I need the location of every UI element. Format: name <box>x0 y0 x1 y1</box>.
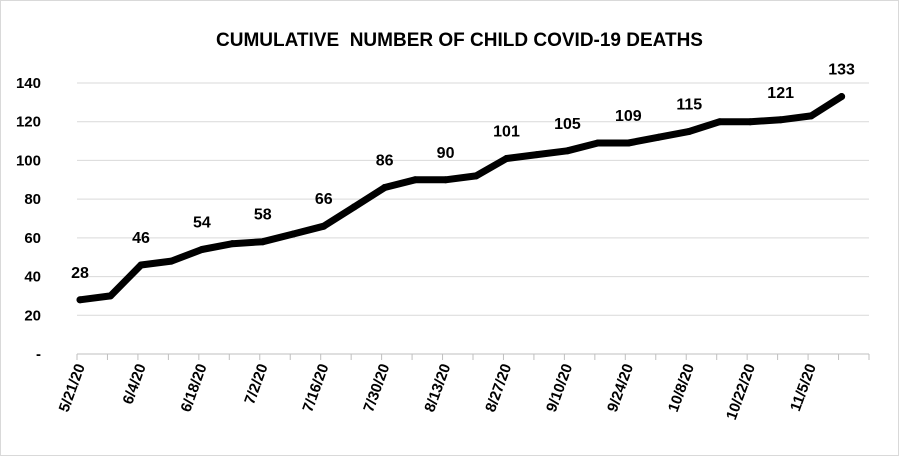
data-label: 66 <box>315 191 333 208</box>
data-point <box>533 151 541 159</box>
data-point <box>198 245 206 253</box>
data-point <box>137 261 145 269</box>
data-label: 105 <box>554 116 581 133</box>
data-point <box>746 118 754 126</box>
data-point <box>777 116 785 124</box>
y-tick-label: - <box>36 346 41 363</box>
data-point <box>76 296 84 304</box>
data-point <box>289 230 297 238</box>
x-tick-label: 9/24/20 <box>604 362 637 415</box>
y-tick-label: 40 <box>24 269 41 286</box>
data-label: 133 <box>828 62 855 79</box>
x-tick-label: 9/10/20 <box>543 362 576 415</box>
series-line <box>76 93 846 304</box>
x-tick-label: 7/16/20 <box>299 362 332 415</box>
data-point <box>442 176 450 184</box>
x-tick-label: 6/18/20 <box>178 362 211 415</box>
chart-title: CUMULATIVE NUMBER OF CHILD COVID-19 DEAT… <box>216 30 703 51</box>
data-point <box>503 154 511 162</box>
y-tick-label: 120 <box>16 114 41 131</box>
data-point <box>411 176 419 184</box>
data-label: 90 <box>437 145 455 162</box>
data-label: 54 <box>193 214 211 231</box>
data-label: 58 <box>254 207 272 224</box>
data-point <box>807 112 815 120</box>
data-label: 101 <box>493 123 520 140</box>
x-tick-label: 8/27/20 <box>482 362 515 415</box>
data-point <box>381 184 389 192</box>
y-tick-label: 20 <box>24 307 41 324</box>
data-point <box>716 118 724 126</box>
data-point <box>350 203 358 211</box>
data-point <box>563 147 571 155</box>
data-label: 86 <box>376 153 394 170</box>
data-label: 121 <box>767 85 794 102</box>
x-tick-label: 11/5/20 <box>787 362 820 414</box>
y-tick-label: 140 <box>16 75 41 92</box>
data-point <box>107 292 115 300</box>
y-tick-label: 100 <box>16 152 41 169</box>
y-tick-label: 80 <box>24 191 41 208</box>
data-point <box>259 238 267 246</box>
data-label: 109 <box>615 108 642 125</box>
x-tick-label: 10/8/20 <box>665 362 698 415</box>
data-label: 28 <box>71 265 89 282</box>
data-label: 115 <box>676 96 702 113</box>
y-tick-label: 60 <box>24 230 41 247</box>
x-tick-label: 7/2/20 <box>241 362 271 407</box>
data-point <box>594 139 602 147</box>
data-point <box>320 222 328 230</box>
data-point <box>655 133 663 141</box>
x-tick-label: 8/13/20 <box>421 362 454 415</box>
data-point <box>228 240 236 248</box>
x-tick-label: 6/4/20 <box>119 362 149 407</box>
data-point <box>167 257 175 265</box>
data-point <box>838 93 846 101</box>
data-point <box>624 139 632 147</box>
x-tick-label: 7/30/20 <box>360 362 393 415</box>
x-tick-label: 5/21/20 <box>56 362 89 415</box>
data-point <box>685 127 693 135</box>
x-tick-label: 10/22/20 <box>723 362 759 423</box>
data-point <box>472 172 480 180</box>
data-label: 46 <box>132 230 150 247</box>
